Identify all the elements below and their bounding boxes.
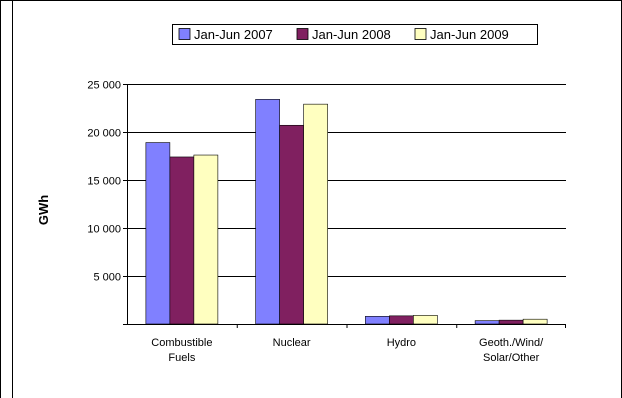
- legend-swatch: [178, 28, 191, 40]
- bar: [498, 319, 524, 325]
- x-category-label: Combustible: [151, 337, 212, 349]
- y-tick-label: 25 000: [87, 80, 121, 92]
- y-tick-label: 15 000: [87, 176, 121, 188]
- legend-label: Jan-Jun 2008: [312, 27, 391, 42]
- axes: [123, 84, 566, 328]
- x-category-label: Hydro: [387, 337, 416, 349]
- bar: [279, 124, 304, 325]
- legend-swatch: [414, 28, 427, 40]
- bar: [413, 315, 438, 325]
- x-category-label: Nuclear: [273, 337, 311, 349]
- legend-label: Jan-Jun 2009: [430, 27, 509, 42]
- bars: [145, 99, 548, 325]
- y-tick-label: 10 000: [87, 224, 121, 236]
- bar: [522, 318, 548, 325]
- legend-box: [172, 24, 538, 45]
- bar: [365, 316, 390, 325]
- y-tick-label: 5 000: [93, 272, 121, 284]
- y-tick-label: 20 000: [87, 128, 121, 140]
- x-category-labels: Combustible Fuels Nuclear Hydro Geoth./Wind/…: [151, 337, 544, 364]
- bar: [169, 156, 195, 325]
- y-tick-labels: 5 000 10 000 15 000 20 000 25 000: [87, 80, 121, 284]
- bar: [255, 99, 280, 325]
- bar: [474, 320, 500, 325]
- bar: [389, 315, 414, 325]
- bar: [303, 103, 328, 325]
- legend-swatch: [296, 28, 309, 40]
- x-category-label: Fuels: [168, 352, 195, 364]
- x-category-label: Solar/Other: [483, 352, 540, 364]
- legend: Jan-Jun 2007 Jan-Jun 2008 Jan-Jun 2009: [172, 24, 538, 45]
- x-category-label: Geoth./Wind/: [479, 337, 544, 349]
- y-axis-label: GWh: [36, 195, 51, 225]
- bar: [193, 154, 219, 325]
- bar: [145, 142, 171, 325]
- legend-label: Jan-Jun 2007: [194, 27, 273, 42]
